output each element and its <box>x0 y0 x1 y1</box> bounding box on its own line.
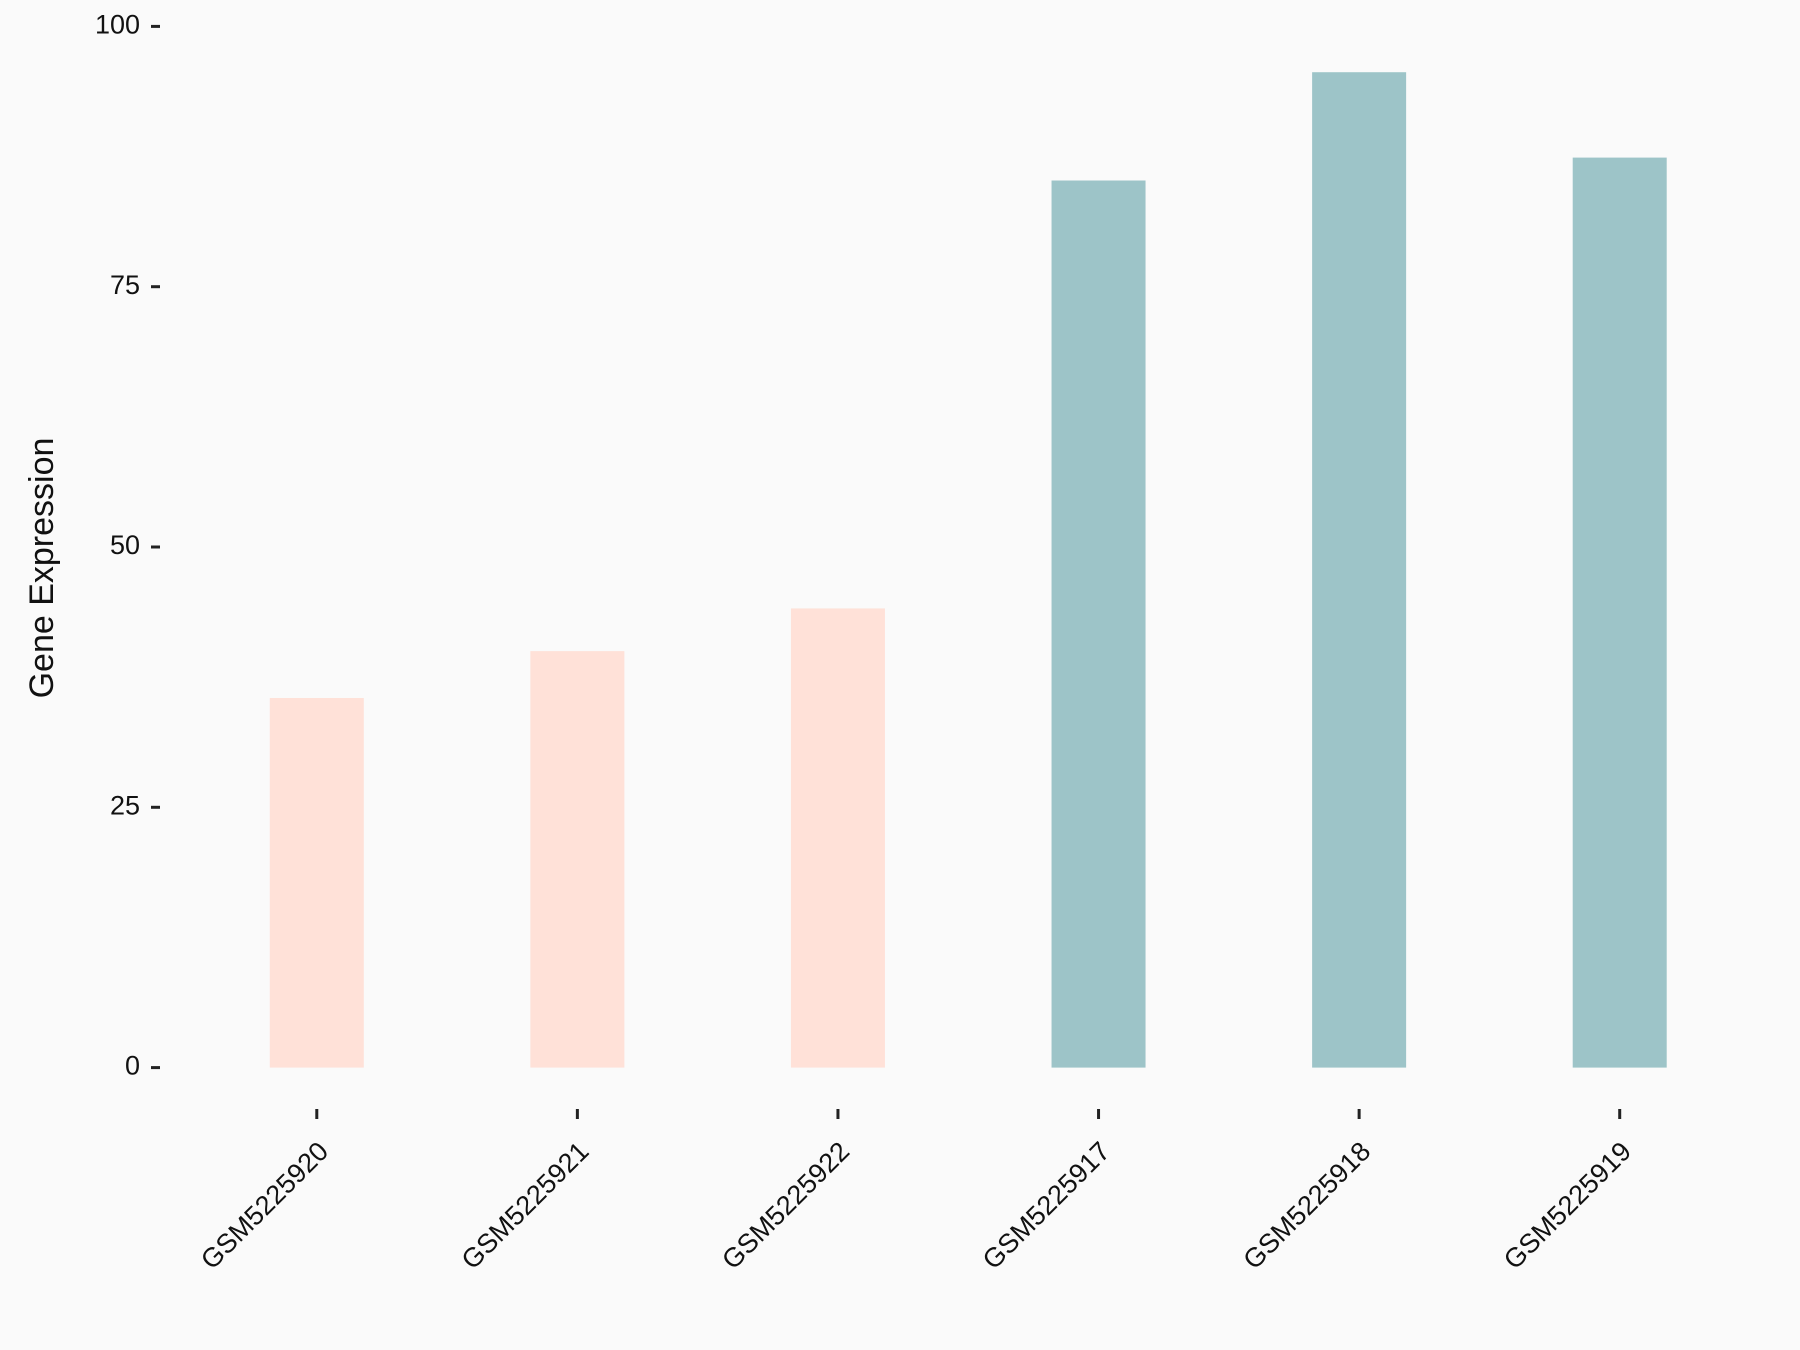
bar <box>530 651 625 1068</box>
bar <box>790 608 885 1068</box>
y-tick-label: 100 <box>95 10 140 40</box>
y-tick-label: 50 <box>110 530 140 560</box>
bar <box>1312 72 1407 1068</box>
bar <box>1051 180 1146 1068</box>
y-tick-label: 75 <box>110 270 140 300</box>
bar <box>269 697 364 1068</box>
y-axis-title: Gene Expression <box>23 438 61 699</box>
y-tick-label: 0 <box>125 1051 140 1081</box>
bar <box>1572 157 1667 1068</box>
y-tick-label: 25 <box>110 790 140 820</box>
